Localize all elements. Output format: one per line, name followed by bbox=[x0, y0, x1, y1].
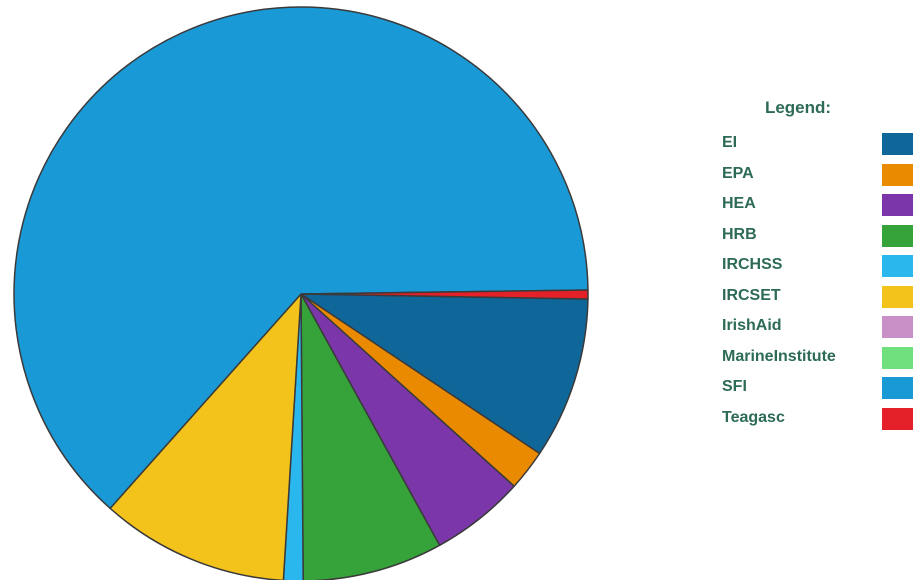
legend-label-sfi: SFI bbox=[722, 378, 747, 395]
legend-label-irchss: IRCHSS bbox=[722, 256, 783, 273]
pie-slice-teagasc bbox=[300, 289, 589, 300]
legend-swatch-ei bbox=[882, 133, 913, 155]
legend-swatch-hrb bbox=[882, 224, 913, 247]
legend-label-marineinstitute: MarineInstitute bbox=[722, 347, 836, 365]
legend-label-ircset: IRCSET bbox=[722, 286, 781, 304]
pie-slice-ircset bbox=[109, 293, 302, 580]
pie-slice-ei bbox=[300, 293, 589, 455]
legend: Legend: EI EPA HEA HRB IRCHSS IRCSET IrishAid M… bbox=[722, 98, 913, 518]
legend-swatch-marineinstitute bbox=[882, 346, 913, 369]
legend-swatch-ircset bbox=[882, 285, 913, 308]
legend-swatch-sfi bbox=[882, 377, 913, 399]
pie-chart bbox=[13, 6, 589, 580]
legend-swatch-irchss bbox=[882, 255, 913, 277]
legend-label-epa: EPA bbox=[722, 164, 754, 182]
legend-swatch-irishaid bbox=[882, 316, 913, 338]
pie-slice-sfi bbox=[13, 6, 589, 510]
legend-label-hea: HEA bbox=[722, 195, 756, 212]
legend-title: Legend: bbox=[764, 98, 832, 117]
legend-label-irishaid: IrishAid bbox=[722, 317, 782, 334]
legend-swatch-teagasc bbox=[882, 407, 913, 430]
legend-label-hrb: HRB bbox=[722, 225, 757, 243]
legend-swatch-hea bbox=[882, 194, 913, 216]
pie-slice-hrb bbox=[300, 293, 441, 580]
legend-label-teagasc: Teagasc bbox=[722, 408, 785, 426]
legend-label-ei: EI bbox=[722, 134, 738, 151]
legend-swatch-epa bbox=[882, 163, 913, 186]
